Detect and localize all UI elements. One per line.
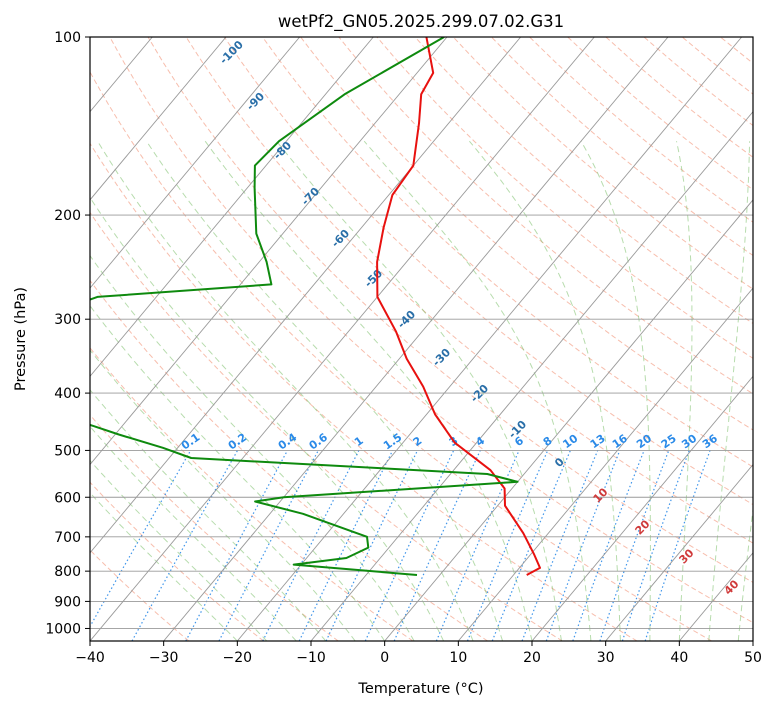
chart-title: wetPf2_GN05.2025.299.07.02.G31 — [278, 12, 564, 32]
y-tick-label: 400 — [54, 386, 81, 402]
y-axis-label: Pressure (hPa) — [13, 287, 29, 391]
y-tick-label: 100 — [54, 30, 81, 46]
y-tick-label: 300 — [54, 312, 81, 328]
x-tick-label: 10 — [449, 650, 467, 666]
x-tick-label: 0 — [380, 650, 389, 666]
x-tick-label: −10 — [296, 650, 326, 666]
x-tick-label: −20 — [223, 650, 253, 666]
x-axis-label: Temperature (°C) — [357, 681, 483, 697]
y-tick-label: 200 — [54, 208, 81, 224]
y-tick-label: 600 — [54, 490, 81, 506]
x-tick-label: 20 — [523, 650, 541, 666]
x-tick-label: 40 — [670, 650, 688, 666]
y-tick-label: 500 — [54, 443, 81, 459]
x-tick-label: −40 — [75, 650, 105, 666]
x-tick-label: 50 — [744, 650, 762, 666]
y-tick-label: 900 — [54, 594, 81, 610]
x-tick-label: 30 — [597, 650, 615, 666]
y-tick-label: 800 — [54, 564, 81, 580]
y-tick-label: 1000 — [45, 621, 81, 637]
x-tick-label: −30 — [149, 650, 179, 666]
y-tick-label: 700 — [54, 530, 81, 546]
